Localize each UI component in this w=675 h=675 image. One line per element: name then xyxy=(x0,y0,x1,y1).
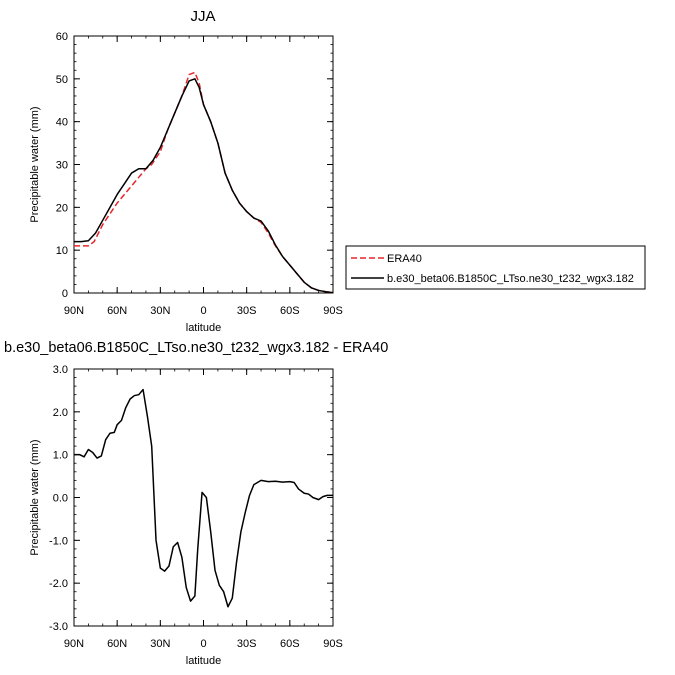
x-tick-label: 30S xyxy=(237,305,257,317)
chart-title: JJA xyxy=(190,8,215,25)
x-tick-label: 30S xyxy=(237,638,257,650)
legend: ERA40 b.e30_beta06.B1850C_LTso.ne30_t232_… xyxy=(345,245,646,290)
x-tick-label: 60N xyxy=(107,305,127,317)
x-tick-label: 60S xyxy=(280,638,300,650)
x-axis-label: latitude xyxy=(186,322,221,334)
y-tick-label: 10 xyxy=(56,245,68,257)
x-tick-label: 30N xyxy=(150,638,170,650)
x-tick-label: 90S xyxy=(323,305,343,317)
y-tick-label: 60 xyxy=(56,31,68,43)
x-tick-label: 30N xyxy=(150,305,170,317)
y-axis-label: Precipitable water (mm) xyxy=(29,106,41,222)
series-line-era40 xyxy=(74,71,334,294)
plot-frame xyxy=(73,35,334,294)
y-tick-label: 0.0 xyxy=(53,493,68,505)
plot-frame xyxy=(73,368,334,627)
series-line-b-e30-beta06-b1850c-ltso-ne30-t232-wgx3-182 xyxy=(74,78,334,294)
x-tick-label: 60N xyxy=(107,638,127,650)
chart-panel-2: b.e30_beta06.B1850C_LTso.ne30_t232_wgx3.… xyxy=(4,340,388,667)
y-tick-label: 50 xyxy=(56,74,68,86)
x-axis-label: latitude xyxy=(186,655,221,667)
y-tick-label: 2.0 xyxy=(53,407,68,419)
y-tick-label: 1.0 xyxy=(53,450,68,462)
chart-panel-1: JJA 0 10 20 30 40 50 60 90N 60N 30N 0 30S 60S 90S latit… xyxy=(29,8,646,334)
x-tick-label: 0 xyxy=(200,305,206,317)
x-tick-label: 90N xyxy=(64,305,84,317)
legend-entry: ERA40 xyxy=(387,253,422,265)
y-tick-label: 40 xyxy=(56,117,68,129)
y-tick-label: 30 xyxy=(56,160,68,172)
x-tick-label: 90N xyxy=(64,638,84,650)
y-tick-label: 20 xyxy=(56,202,68,214)
x-tick-label: 90S xyxy=(323,638,343,650)
y-axis-label: Precipitable water (mm) xyxy=(29,439,41,555)
legend-box xyxy=(345,245,646,290)
y-tick-label: 0 xyxy=(62,288,68,300)
x-tick-label: 60S xyxy=(280,305,300,317)
y-tick-label: -1.0 xyxy=(49,535,68,547)
x-tick-label: 0 xyxy=(200,638,206,650)
chart-title: b.e30_beta06.B1850C_LTso.ne30_t232_wgx3.… xyxy=(4,340,388,356)
y-tick-label: -3.0 xyxy=(49,621,68,633)
y-tick-label: 3.0 xyxy=(53,364,68,376)
y-tick-label: -2.0 xyxy=(49,578,68,590)
series-line-1 xyxy=(74,388,333,608)
legend-entry: b.e30_beta06.B1850C_LTso.ne30_t232_wgx3.… xyxy=(387,273,634,285)
